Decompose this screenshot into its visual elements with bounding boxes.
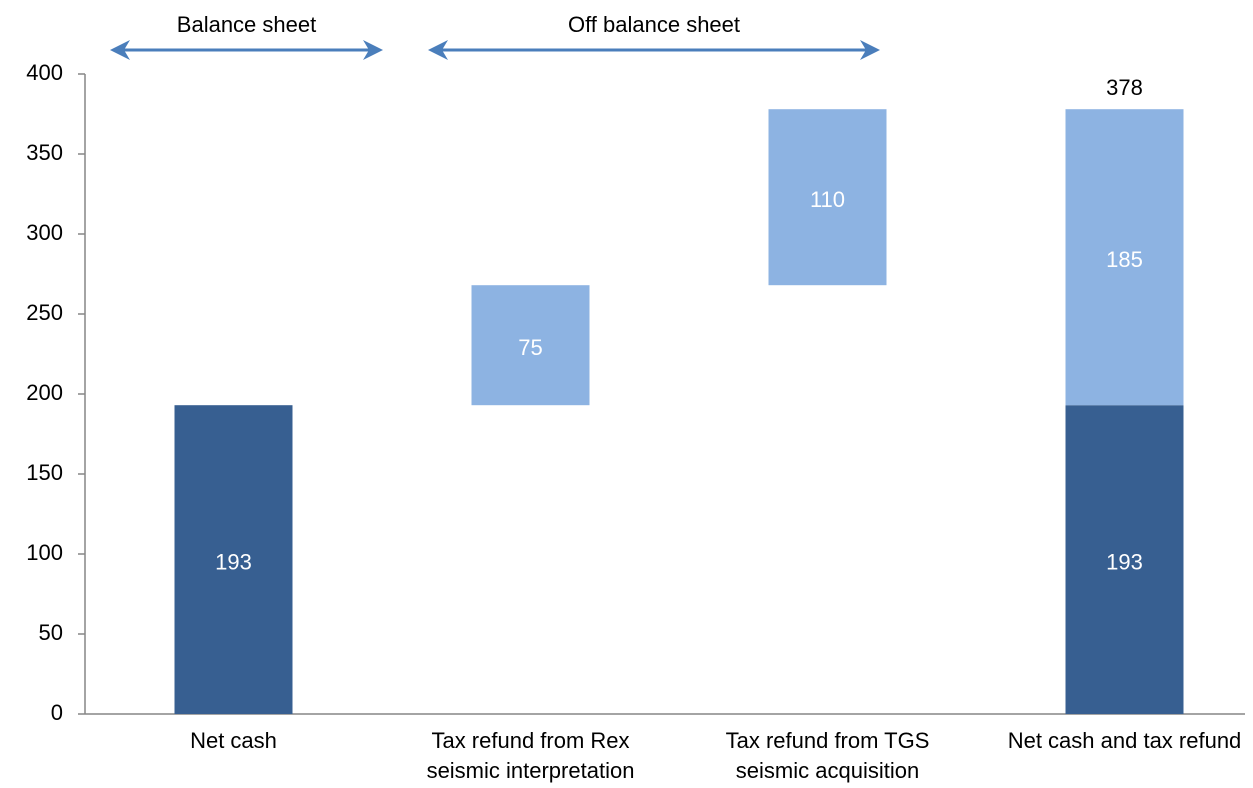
data-label: 110 bbox=[810, 187, 845, 212]
annotation: Balance sheet bbox=[177, 12, 316, 37]
y-tick-label: 400 bbox=[26, 60, 63, 85]
data-label: 75 bbox=[518, 335, 542, 360]
arrow-head bbox=[110, 40, 130, 60]
y-tick-label: 300 bbox=[26, 220, 63, 245]
x-tick-label: Net cash bbox=[190, 728, 277, 753]
bar bbox=[1065, 405, 1184, 714]
arrow-head bbox=[860, 40, 880, 60]
y-tick-label: 250 bbox=[26, 300, 63, 325]
arrow-head bbox=[428, 40, 448, 60]
data-label: 185 bbox=[1106, 247, 1143, 272]
x-tick-label: Tax refund from Rex seismic interpretati… bbox=[426, 728, 635, 783]
y-tick-label: 50 bbox=[39, 620, 63, 645]
data-label: 193 bbox=[215, 549, 252, 574]
annotation: Off balance sheet bbox=[568, 12, 740, 37]
bar bbox=[174, 405, 293, 714]
data-label: 193 bbox=[1106, 549, 1143, 574]
total-label: 378 bbox=[1106, 75, 1143, 100]
arrow-head bbox=[363, 40, 383, 60]
x-tick-label: Net cash and tax refund bbox=[1007, 728, 1242, 753]
bar bbox=[1065, 109, 1184, 406]
bar bbox=[768, 109, 887, 286]
y-tick-label: 0 bbox=[51, 700, 63, 725]
bar bbox=[471, 285, 590, 406]
y-tick-label: 200 bbox=[26, 380, 63, 405]
x-tick-label: Tax refund from TGS seismic acquisition bbox=[725, 728, 930, 783]
y-tick-label: 150 bbox=[26, 460, 63, 485]
y-tick-label: 350 bbox=[26, 140, 63, 165]
y-tick-label: 100 bbox=[26, 540, 63, 565]
